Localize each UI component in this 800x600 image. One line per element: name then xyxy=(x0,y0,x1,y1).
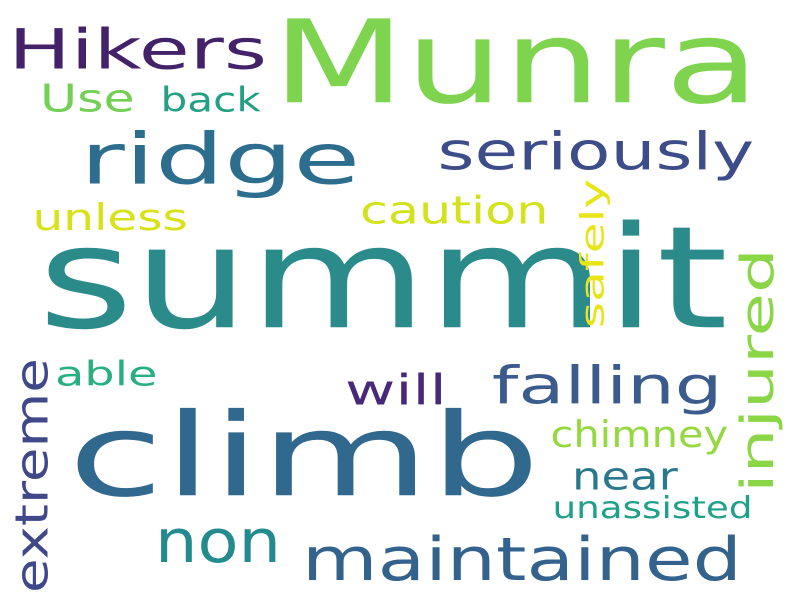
word-ridge: ridge xyxy=(79,119,361,201)
word-use: Use xyxy=(40,76,135,121)
word-near: near xyxy=(572,454,678,499)
word-safely: safely xyxy=(575,178,612,328)
word-caution: caution xyxy=(359,188,549,233)
word-extreme: extreme xyxy=(5,358,59,593)
word-maintained: maintained xyxy=(302,524,742,595)
word-unassisted: unassisted xyxy=(552,489,752,525)
word-munra: Munra xyxy=(272,0,760,130)
word-unless: unless xyxy=(31,196,188,239)
word-will: will xyxy=(345,365,447,415)
word-injured: injured xyxy=(730,248,784,493)
word-able: able xyxy=(54,354,158,394)
word-summit: summit xyxy=(37,195,729,361)
word-back: back xyxy=(159,80,261,120)
word-climb: climb xyxy=(67,387,541,523)
word-falling: falling xyxy=(491,355,723,416)
word-chimney: chimney xyxy=(550,413,728,456)
word-seriously: seriously xyxy=(437,121,754,182)
word-hikers: Hikers xyxy=(7,17,267,82)
word-non: non xyxy=(154,506,282,577)
